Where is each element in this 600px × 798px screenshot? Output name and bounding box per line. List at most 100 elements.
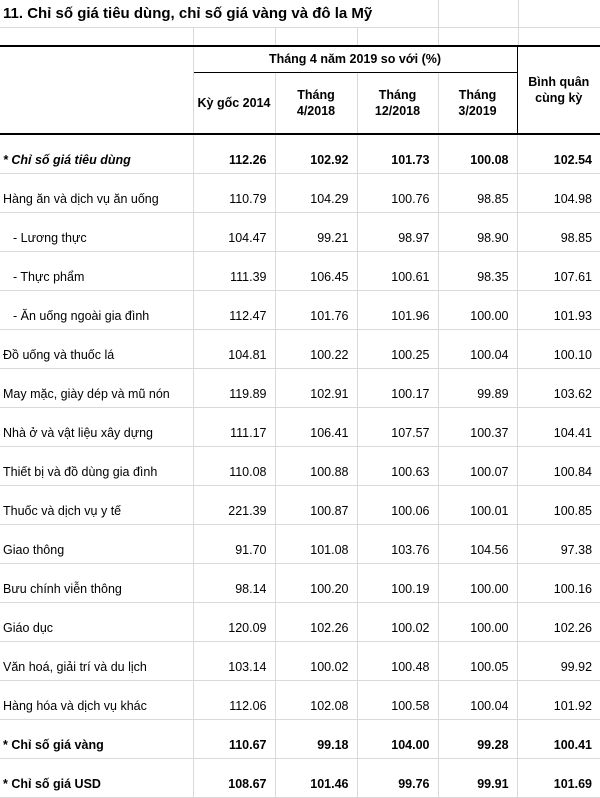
cell-value: 100.06 [356, 485, 438, 525]
group-header-cell: Tháng 4 năm 2019 so với (%) [193, 46, 518, 73]
cell-value: 100.63 [356, 446, 438, 486]
cell-value: 104.29 [274, 173, 357, 213]
cell-value: 110.08 [192, 446, 275, 486]
cell-value: 100.04 [437, 329, 518, 369]
cell-value: 108.67 [192, 758, 275, 798]
table-row: May mặc, giày dép và mũ nón 119.89 102.91 1… [0, 368, 600, 408]
gridline [0, 27, 600, 28]
cell-value: 99.92 [516, 641, 600, 681]
cell-value: 110.67 [192, 719, 275, 759]
cell-value: 97.38 [516, 524, 600, 564]
gridline [275, 27, 276, 45]
cell-value: 100.20 [274, 563, 357, 603]
cell-value: 100.17 [356, 368, 438, 408]
table-row: Đồ uống và thuốc lá 104.81 100.22 100.25 100… [0, 329, 600, 369]
cell-value: 100.00 [437, 290, 518, 330]
row-label: * Chỉ số giá vàng [0, 719, 193, 759]
table-row: * Chỉ số giá tiêu dùng 112.26 102.92 101.73… [0, 134, 600, 174]
cell-value: 102.08 [274, 680, 357, 720]
cell-value: 99.28 [437, 719, 518, 759]
gridline [438, 0, 439, 27]
table-row: Hàng ăn và dịch vụ ăn uống 110.79 104.29 10… [0, 173, 600, 213]
cell-value: 100.04 [437, 680, 518, 720]
gridline [193, 27, 194, 45]
cell-value: 99.76 [356, 758, 438, 798]
table-row: * Chỉ số giá vàng 110.67 99.18 104.00 99.28 1… [0, 719, 600, 759]
cell-value: 100.61 [356, 251, 438, 291]
row-label: Nhà ở và vật liệu xây dựng [0, 407, 193, 447]
cell-value: 102.26 [274, 602, 357, 642]
cell-value: 100.22 [274, 329, 357, 369]
sub-header-row: Kỳ gốc 2014 Tháng 4/2018 Tháng 12/2018 Thán… [0, 72, 600, 135]
cell-value: 98.14 [192, 563, 275, 603]
cell-value: 98.85 [437, 173, 518, 213]
cell-value: 101.08 [274, 524, 357, 564]
cell-value: 112.26 [192, 134, 275, 174]
cell-value: 104.56 [437, 524, 518, 564]
cell-value: 103.14 [192, 641, 275, 681]
row-label: * Chỉ số giá tiêu dùng [0, 134, 193, 174]
row-label: Văn hoá, giải trí và du lịch [0, 641, 193, 681]
cell-value: 104.41 [516, 407, 600, 447]
cell-value: 100.87 [274, 485, 357, 525]
cell-value: 106.41 [274, 407, 357, 447]
table-row: Thuốc và dịch vụ y tế 221.39 100.87 100.06 1… [0, 485, 600, 525]
cell-value: 102.26 [516, 602, 600, 642]
cell-value: 100.07 [437, 446, 518, 486]
table-row: - Thực phẩm 111.39 106.45 100.61 98.35 107.61 [0, 251, 600, 291]
cell-value: 100.25 [356, 329, 438, 369]
cell-value: 101.76 [274, 290, 357, 330]
cell-value: 106.45 [274, 251, 357, 291]
cell-value: 100.41 [516, 719, 600, 759]
cell-value: 100.48 [356, 641, 438, 681]
cell-value: 112.47 [192, 290, 275, 330]
page-title: 11. Chỉ số giá tiêu dùng, chỉ số giá vàn… [3, 5, 373, 22]
cell-value: 99.89 [437, 368, 518, 408]
row-label: Bưu chính viễn thông [0, 563, 193, 603]
cell-value: 104.81 [192, 329, 275, 369]
cell-value: 100.37 [437, 407, 518, 447]
cell-value: 102.92 [274, 134, 357, 174]
avg-header-cell: Bình quân cùng kỳ [516, 46, 600, 135]
cell-value: 112.06 [192, 680, 275, 720]
table-row: Hàng hóa và dịch vụ khác 112.06 102.08 100.… [0, 680, 600, 720]
cell-value: 100.16 [516, 563, 600, 603]
cell-value: 100.02 [356, 602, 438, 642]
table-row: - Ăn uống ngoài gia đình 112.47 101.76 101.… [0, 290, 600, 330]
cell-value: 100.10 [516, 329, 600, 369]
table-row: Thiết bị và đồ dùng gia đình 110.08 100.88… [0, 446, 600, 486]
cell-value: 99.91 [437, 758, 518, 798]
cell-value: 104.00 [356, 719, 438, 759]
cell-value: 100.00 [437, 563, 518, 603]
col-header-cell: Tháng 4/2018 [274, 72, 357, 135]
gridline [518, 0, 519, 27]
gridline [438, 27, 439, 45]
table-row: - Lương thực 104.47 99.21 98.97 98.90 98.85 [0, 212, 600, 252]
cell-value: 100.85 [516, 485, 600, 525]
cell-value: 100.05 [437, 641, 518, 681]
row-label: Thiết bị và đồ dùng gia đình [0, 446, 193, 486]
cell-value: 98.97 [356, 212, 438, 252]
col-header-cell: Kỳ gốc 2014 [193, 72, 275, 135]
cell-value: 101.92 [516, 680, 600, 720]
cell-value: 120.09 [192, 602, 275, 642]
cell-value: 101.69 [516, 758, 600, 798]
col-header-cell: Tháng 12/2018 [356, 72, 438, 135]
cell-value: 103.62 [516, 368, 600, 408]
cell-value: 98.85 [516, 212, 600, 252]
cell-value: 98.35 [437, 251, 518, 291]
cell-value: 100.08 [437, 134, 518, 174]
cell-value: 102.54 [516, 134, 600, 174]
table-row: Nhà ở và vật liệu xây dựng 111.17 106.41 10… [0, 407, 600, 447]
table-row: Bưu chính viễn thông 98.14 100.20 100.19 100… [0, 563, 600, 603]
table-row: * Chỉ số giá USD 108.67 101.46 99.76 99.91 10… [0, 758, 600, 798]
row-label: Hàng hóa và dịch vụ khác [0, 680, 193, 720]
cell-value: 100.19 [356, 563, 438, 603]
cell-value: 100.84 [516, 446, 600, 486]
table-header: Tháng 4 năm 2019 so với (%) Bình quân cù… [0, 46, 600, 135]
cell-value: 107.61 [516, 251, 600, 291]
cell-value: 101.46 [274, 758, 357, 798]
cell-value: 101.73 [356, 134, 438, 174]
cell-value: 100.02 [274, 641, 357, 681]
